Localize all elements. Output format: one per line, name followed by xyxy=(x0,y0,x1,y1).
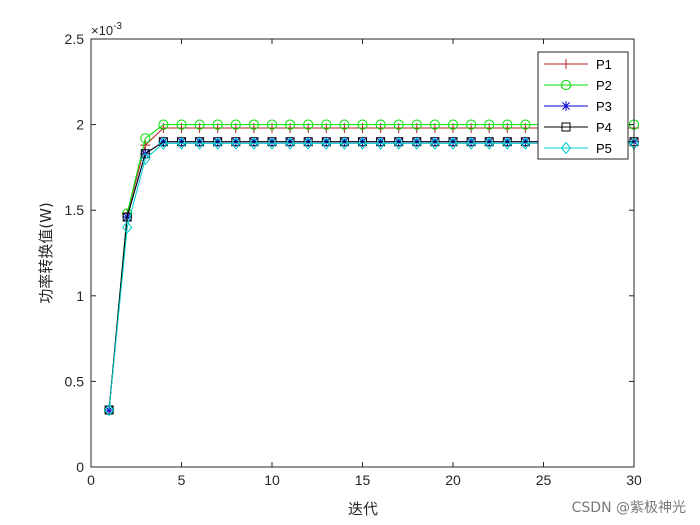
y-axis-exponent-power: -3 xyxy=(113,21,122,32)
data-point xyxy=(176,119,187,130)
legend-label: P3 xyxy=(596,99,612,114)
y-tick-label: 1.5 xyxy=(65,202,85,218)
y-axis-exponent-base: ×10 xyxy=(91,23,113,38)
data-point xyxy=(303,137,314,150)
legend-item-p3: P3 xyxy=(544,99,612,114)
data-point xyxy=(561,59,571,69)
data-point xyxy=(194,137,205,150)
axes-layer: 0 5 10 15 20 25 30 0 0.5 1 1.5 2 2.5 xyxy=(65,31,642,488)
data-point xyxy=(465,137,477,150)
legend-item-p1: P1 xyxy=(544,57,612,72)
data-point xyxy=(520,137,531,150)
legend-item-p4: P4 xyxy=(544,120,612,135)
data-point xyxy=(103,403,115,417)
data-point xyxy=(140,133,151,144)
legend-item-p2: P2 xyxy=(544,78,612,93)
data-point xyxy=(484,137,495,150)
data-point xyxy=(158,119,169,130)
data-point xyxy=(266,137,278,150)
y-axis-exponent: ×10-3 xyxy=(91,21,122,38)
data-point xyxy=(230,119,241,130)
x-tick-label: 5 xyxy=(178,472,186,488)
data-point xyxy=(447,137,459,150)
data-point xyxy=(285,119,296,130)
data-point xyxy=(339,119,350,130)
data-point xyxy=(122,221,133,234)
data-point xyxy=(447,119,459,130)
x-tick-label: 15 xyxy=(355,472,371,488)
data-point xyxy=(429,137,441,150)
data-point xyxy=(357,119,368,130)
data-point xyxy=(266,119,278,130)
data-point xyxy=(560,141,572,155)
data-point xyxy=(561,101,571,111)
data-point xyxy=(176,137,187,150)
data-point xyxy=(248,137,260,150)
data-point xyxy=(140,152,151,166)
data-point xyxy=(321,137,332,150)
data-point xyxy=(230,137,241,150)
data-point xyxy=(357,137,368,150)
data-point xyxy=(321,119,332,130)
data-point xyxy=(561,122,571,132)
data-point xyxy=(502,119,513,130)
y-tick-label: 2.5 xyxy=(65,31,85,47)
x-tick-label: 10 xyxy=(264,472,280,488)
data-point xyxy=(140,140,151,151)
x-axis-title: 迭代 xyxy=(348,500,378,518)
data-point xyxy=(303,119,314,130)
data-point xyxy=(212,137,223,150)
data-point xyxy=(393,137,404,150)
legend-label: P4 xyxy=(596,120,612,135)
data-point xyxy=(466,119,477,130)
y-axis-title: 功率转换值(W) xyxy=(37,202,55,304)
data-point xyxy=(393,119,404,130)
y-tick-label: 1 xyxy=(76,288,84,304)
y-tick-label: 0.5 xyxy=(65,373,85,389)
data-point xyxy=(284,137,296,150)
data-point xyxy=(560,79,572,91)
x-tick-label: 30 xyxy=(626,472,642,488)
data-point xyxy=(411,119,422,130)
data-point xyxy=(520,119,531,130)
y-tick-label: 0 xyxy=(76,459,84,475)
x-tick-label: 20 xyxy=(445,472,461,488)
data-point xyxy=(484,119,495,130)
data-point xyxy=(212,119,223,130)
data-point xyxy=(140,149,150,159)
data-point xyxy=(248,119,259,130)
legend-label: P5 xyxy=(596,141,612,156)
legend-item-p5: P5 xyxy=(544,141,612,156)
legend-label: P1 xyxy=(596,57,612,72)
data-point xyxy=(411,137,422,150)
legend-label: P2 xyxy=(596,78,612,93)
data-point xyxy=(339,137,350,150)
data-point xyxy=(375,137,386,150)
legend: P1 P2 P3 P4 P5 xyxy=(537,51,629,160)
data-point xyxy=(194,119,205,130)
data-point xyxy=(429,119,440,130)
watermark-text: CSDN @紫极神光 xyxy=(572,500,686,516)
data-point xyxy=(158,137,169,150)
y-tick-label: 2 xyxy=(76,117,84,133)
data-point xyxy=(375,119,386,130)
data-point xyxy=(502,137,513,150)
x-tick-label: 0 xyxy=(87,472,95,488)
x-tick-label: 25 xyxy=(536,472,552,488)
